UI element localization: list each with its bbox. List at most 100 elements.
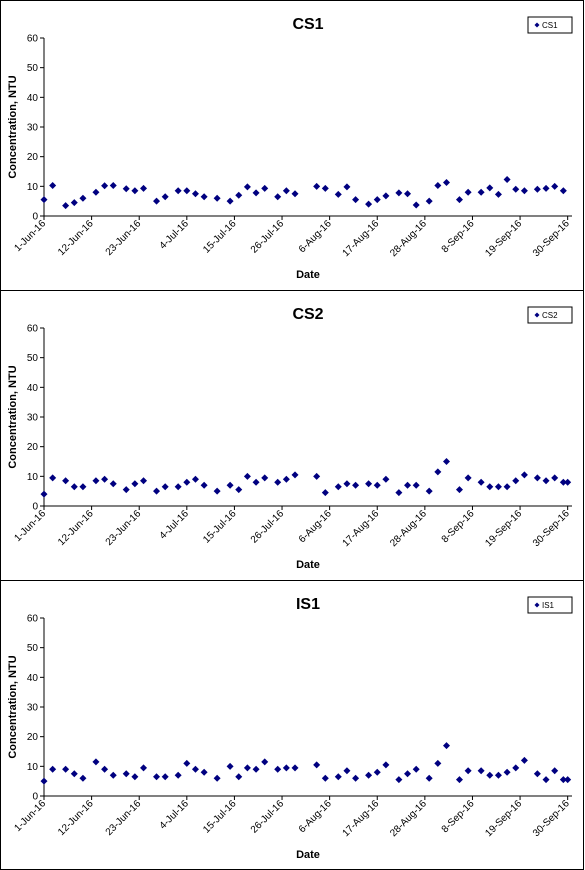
data-point (373, 481, 381, 489)
x-tick-label: 30-Sep-16 (531, 218, 572, 259)
data-point (512, 185, 520, 193)
x-tick-label: 23-Jun-16 (104, 798, 144, 838)
data-point (412, 201, 420, 209)
x-tick-label: 6-Aug-16 (297, 508, 334, 545)
data-point (412, 481, 420, 489)
data-point (131, 773, 139, 781)
data-point (542, 477, 550, 485)
y-tick-label: 30 (27, 123, 39, 134)
x-tick-label: 12-Jun-16 (56, 508, 96, 548)
x-tick-label: 17-Aug-16 (341, 798, 382, 839)
data-point (291, 190, 299, 198)
data-point (252, 765, 260, 773)
x-tick-label: 8-Sep-16 (440, 508, 477, 545)
y-axis-label: Concentration, NTU (7, 655, 19, 758)
legend-label: CS2 (542, 311, 558, 320)
data-point (49, 181, 57, 189)
x-tick-label: 1-Jun-16 (12, 218, 48, 254)
data-point (183, 759, 191, 767)
data-point (92, 758, 100, 766)
data-point (282, 764, 290, 772)
y-tick-label: 50 (27, 63, 39, 74)
data-point (520, 471, 528, 479)
data-point (140, 764, 148, 772)
data-point (365, 200, 373, 208)
data-point (477, 478, 485, 486)
legend-marker (534, 22, 540, 28)
data-point (62, 477, 70, 485)
y-tick-label: 10 (27, 762, 39, 773)
data-point (291, 764, 299, 772)
data-point (252, 189, 260, 197)
data-point (226, 197, 234, 205)
data-point (313, 761, 321, 769)
y-tick-label: 30 (27, 703, 39, 714)
y-tick-label: 50 (27, 353, 39, 364)
x-tick-label: 17-Aug-16 (341, 508, 382, 549)
data-point (109, 480, 117, 488)
legend: IS1 (527, 596, 573, 614)
data-point (282, 187, 290, 195)
x-tick-label: 8-Sep-16 (440, 798, 477, 835)
legend: CS1 (527, 16, 573, 34)
data-point (559, 187, 567, 195)
x-axis-label: Date (296, 849, 320, 861)
data-point (382, 761, 390, 769)
data-point (404, 481, 412, 489)
x-tick-label: 23-Jun-16 (104, 218, 144, 258)
x-tick-label: 1-Jun-16 (12, 508, 48, 544)
data-point (533, 185, 541, 193)
data-point (503, 768, 511, 776)
data-point (213, 774, 221, 782)
chart-cs1: CS1 0 10 20 30 40 50 60 1-Jun-16 12-Jun-16 23-Jun-… (7, 16, 573, 281)
y-tick-label: 20 (27, 732, 39, 743)
data-point (321, 184, 329, 192)
data-point (520, 756, 528, 764)
data-point (343, 480, 351, 488)
y-tick-label: 0 (32, 212, 38, 223)
data-point (235, 773, 243, 781)
data-point (486, 483, 494, 491)
y-tick-label: 50 (27, 643, 39, 654)
x-tick-label: 19-Sep-16 (483, 798, 524, 839)
data-point (79, 774, 87, 782)
x-tick-label: 30-Sep-16 (531, 798, 572, 839)
data-point (503, 176, 511, 184)
x-tick-label: 6-Aug-16 (297, 218, 334, 255)
data-point (243, 472, 251, 480)
data-point (161, 483, 169, 491)
data-point (343, 183, 351, 191)
data-point (261, 758, 269, 766)
x-tick-label: 19-Sep-16 (483, 508, 524, 549)
data-point (542, 776, 550, 784)
y-tick-label: 20 (27, 152, 39, 163)
data-point (261, 474, 269, 482)
data-point (274, 765, 282, 773)
data-point (226, 762, 234, 770)
data-point (382, 192, 390, 200)
data-point (520, 187, 528, 195)
data-point (122, 770, 130, 778)
data-point (62, 765, 70, 773)
chart-title: CS1 (292, 16, 323, 33)
x-tick-label: 26-Jul-16 (249, 798, 287, 836)
y-axis-label: Concentration, NTU (7, 75, 19, 178)
data-point (282, 475, 290, 483)
data-point (551, 767, 559, 775)
data-point (40, 490, 48, 498)
data-point (533, 770, 541, 778)
data-point (486, 184, 494, 192)
data-point (101, 182, 109, 190)
data-point (274, 478, 282, 486)
data-point (503, 483, 511, 491)
chart-panel-is1: IS1 0 10 20 30 40 50 60 1-Jun-16 12-Jun-16 23-Jun-… (0, 580, 584, 870)
data-point (70, 483, 78, 491)
x-tick-label: 4-Jul-16 (158, 218, 192, 252)
data-point (455, 776, 463, 784)
chart-title: IS1 (296, 596, 320, 613)
data-point (425, 487, 433, 495)
data-point (122, 486, 130, 494)
data-point (434, 468, 442, 476)
x-tick-label: 4-Jul-16 (158, 798, 192, 832)
data-point (455, 486, 463, 494)
